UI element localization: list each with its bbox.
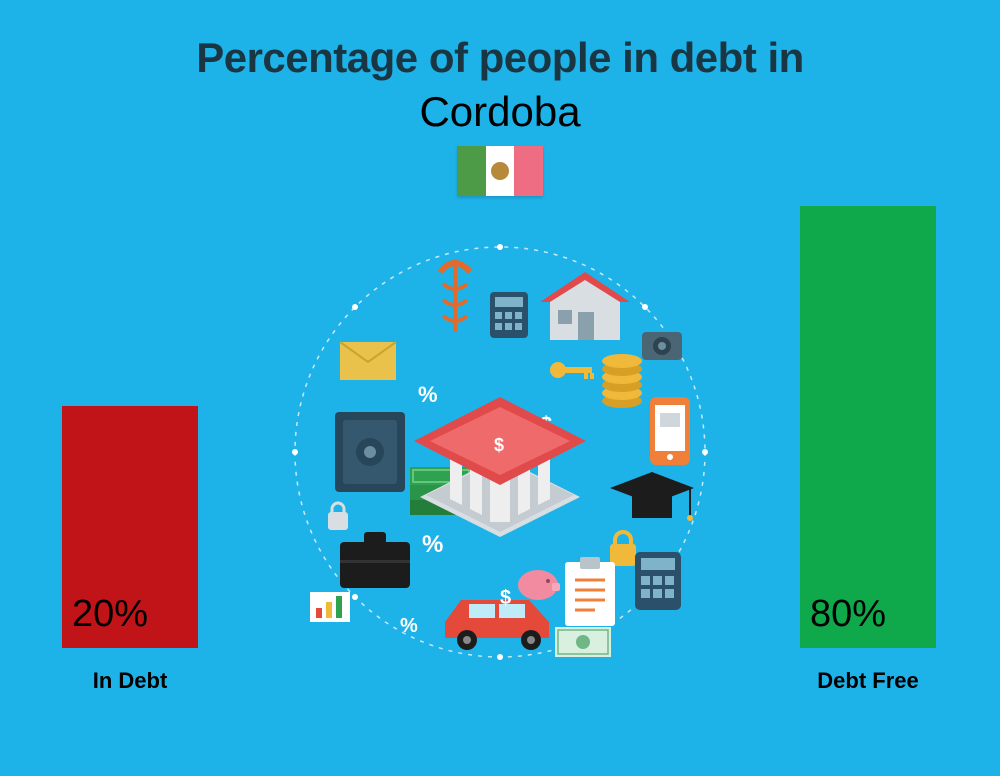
- svg-text:$: $: [494, 435, 504, 455]
- calculator-small-icon: [490, 292, 528, 338]
- bar-debt-free-label: Debt Free: [817, 668, 918, 694]
- flag-stripe-red: [514, 146, 543, 196]
- flag-mexico: [457, 146, 543, 196]
- finance-illustration: % % % $ $ $: [280, 232, 720, 672]
- key-icon: [550, 362, 594, 379]
- flag-stripe-green: [457, 146, 486, 196]
- bar-in-debt-rect: 20%: [62, 406, 198, 648]
- bar-in-debt-value: 20%: [72, 593, 148, 636]
- banknote-icon: [555, 627, 611, 657]
- car-icon: [445, 600, 549, 650]
- title-line-2: Cordoba: [0, 88, 1000, 136]
- bar-debt-free-rect: 80%: [800, 206, 936, 648]
- svg-text:%: %: [418, 382, 438, 407]
- flag-emblem-icon: [491, 162, 509, 180]
- flag-stripe-white: [486, 146, 515, 196]
- svg-text:$: $: [500, 587, 511, 609]
- padlock-icon: [328, 503, 348, 530]
- title-line-1: Percentage of people in debt in: [0, 34, 1000, 82]
- svg-text:%: %: [400, 615, 418, 637]
- piggy-icon: [518, 570, 560, 600]
- chart-icon: [310, 592, 350, 622]
- bar-in-debt: 20% In Debt: [62, 406, 198, 648]
- briefcase-icon: [340, 532, 410, 588]
- bar-in-debt-label: In Debt: [93, 668, 168, 694]
- bar-debt-free-value: 80%: [810, 593, 886, 636]
- bar-debt-free: 80% Debt Free: [800, 206, 936, 648]
- phone-icon: [650, 397, 690, 465]
- house-icon: [540, 272, 630, 340]
- calculator-icon: [635, 552, 681, 610]
- caduceus-icon: [440, 262, 470, 332]
- clipboard-icon: [565, 557, 615, 626]
- envelope-icon: [340, 342, 396, 380]
- camera-icon: [642, 332, 682, 360]
- coins-icon: [602, 354, 642, 408]
- lock-icon: [610, 532, 636, 566]
- grad-cap-icon: [610, 472, 694, 521]
- svg-text:%: %: [422, 531, 443, 558]
- safe-icon: [335, 412, 405, 492]
